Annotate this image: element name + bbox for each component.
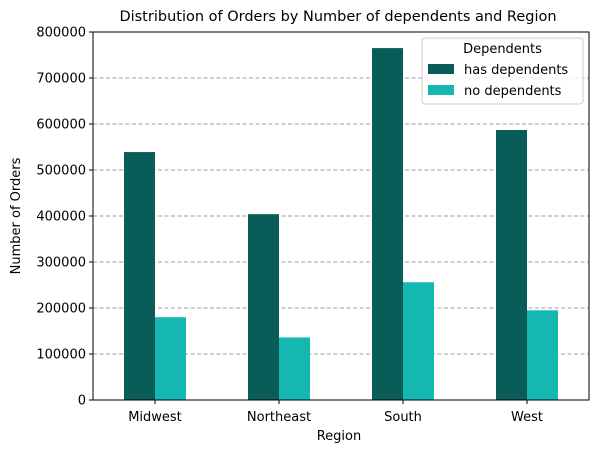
bar-has-dependents-west — [496, 129, 527, 401]
y-axis: 0 100000 200000 300000 400000 500000 600000 700… — [36, 26, 93, 409]
y-tick-label: 700000 — [36, 72, 86, 87]
bar-no-dependents-south — [403, 282, 434, 400]
y-tick-label: 0 — [78, 394, 86, 409]
bar-no-dependents-northeast — [279, 337, 310, 400]
chart-title: Distribution of Orders by Number of depe… — [119, 9, 556, 25]
y-tick-label: 400000 — [36, 210, 86, 225]
legend-title: Dependents — [463, 42, 542, 57]
x-tick-label: Northeast — [247, 410, 311, 425]
bar-has-dependents-northeast — [248, 214, 279, 400]
y-tick-label: 200000 — [36, 302, 86, 317]
bar-no-dependents-midwest — [155, 317, 186, 400]
x-axis: Midwest Northeast South West — [128, 400, 543, 425]
legend-label: no dependents — [464, 84, 562, 99]
x-tick-label: West — [511, 410, 543, 425]
y-tick-label: 600000 — [36, 118, 86, 133]
bar-has-dependents-south — [372, 48, 403, 400]
legend-swatch — [428, 64, 454, 74]
x-tick-label: Midwest — [128, 410, 182, 425]
y-tick-label: 500000 — [36, 164, 86, 179]
bar-no-dependents-west — [527, 310, 558, 400]
bar-has-dependents-midwest — [124, 152, 155, 400]
y-tick-label: 100000 — [36, 348, 86, 363]
y-tick-label: 300000 — [36, 256, 86, 271]
legend-label: has dependents — [464, 63, 568, 78]
legend-box — [421, 37, 584, 105]
legend: Dependents has dependents no dependents — [421, 37, 584, 105]
y-axis-label: Number of Orders — [9, 157, 24, 274]
legend-swatch — [428, 85, 454, 95]
bars — [124, 48, 558, 401]
y-tick-label: 800000 — [36, 26, 86, 41]
legend-items: has dependents no dependents — [428, 63, 568, 99]
x-axis-label: Region — [317, 429, 362, 444]
x-tick-label: South — [384, 410, 422, 425]
